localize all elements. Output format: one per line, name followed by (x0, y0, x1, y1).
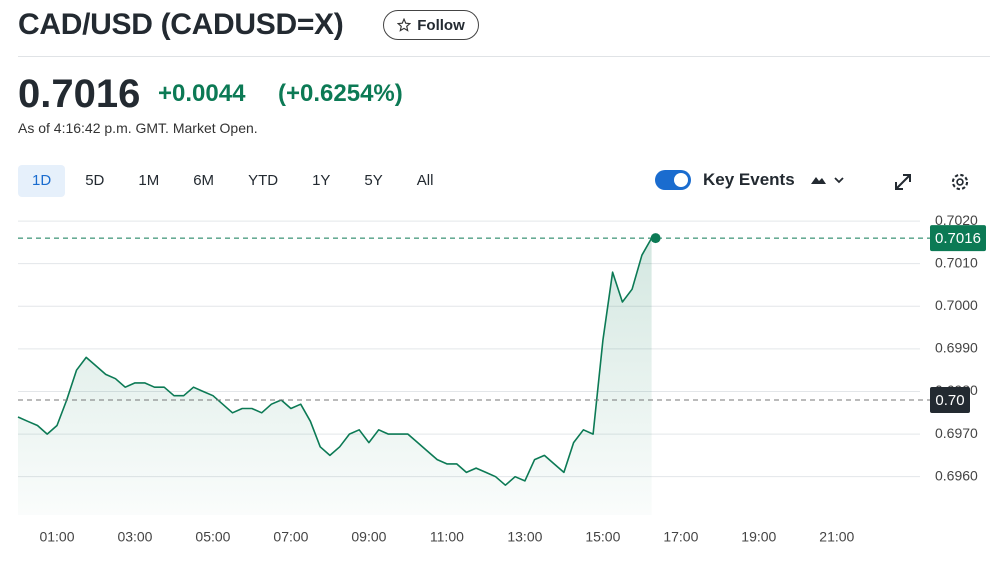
as-of: As of 4:16:42 p.m. GMT. Market Open. (18, 120, 258, 136)
y-tick-label: 0.7020 (935, 212, 978, 228)
key-events-label: Key Events (703, 170, 795, 189)
chart: 0.70200.70100.70000.69900.69800.69700.69… (17, 212, 986, 545)
range-tab[interactable]: 1M (138, 172, 160, 189)
key-events[interactable]: Key Events (655, 170, 847, 190)
title: CAD/USD (CADUSD=X) (18, 8, 344, 41)
y-tick-label: 0.7010 (935, 254, 978, 270)
range-tab[interactable]: All (416, 172, 434, 189)
x-tick-label: 05:00 (195, 529, 230, 545)
x-tick-label: 17:00 (663, 529, 698, 545)
range-tab[interactable]: 5Y (364, 172, 383, 189)
range-tab[interactable]: 6M (193, 172, 215, 189)
last-point (650, 233, 661, 244)
x-tick-label: 19:00 (741, 529, 776, 545)
star-icon (397, 18, 412, 32)
x-tick-label: 15:00 (585, 529, 620, 545)
range-tabs: 1D 5D 1M 6M YTD 1Y 5Y All (18, 165, 453, 197)
expand-icon[interactable] (893, 172, 913, 192)
current-badge (930, 225, 986, 252)
x-tick-label: 09:00 (351, 529, 386, 545)
range-tab[interactable]: 1Y (312, 172, 331, 189)
follow-label: Follow (417, 16, 465, 34)
change: +0.0044 (158, 80, 246, 107)
x-tick-label: 11:00 (430, 529, 464, 545)
x-tick-label: 07:00 (273, 529, 308, 545)
range-tab[interactable]: 1D (18, 165, 66, 197)
y-tick-label: 0.6990 (935, 340, 978, 356)
price-line (17, 237, 653, 486)
chart-type-icon[interactable] (807, 172, 847, 188)
change-percent: (+0.6254%) (278, 80, 403, 107)
follow-button[interactable]: Follow (383, 10, 479, 40)
y-tick-label: 0.6970 (935, 425, 978, 441)
current-label: 0.7016 (935, 230, 981, 247)
x-tick-label: 13:00 (507, 529, 542, 545)
x-tick-label: 01:00 (39, 529, 74, 545)
x-tick-label: 21:00 (819, 529, 854, 545)
previous-close-badge (930, 386, 970, 413)
range-tab[interactable]: YTD (248, 172, 279, 189)
area (18, 238, 652, 515)
previous-close-label: 0.70 (935, 392, 964, 409)
price: 0.7016 (18, 72, 141, 116)
x-tick-label: 03:00 (117, 529, 152, 545)
toggle[interactable] (655, 170, 691, 190)
y-tick-label: 0.7000 (935, 297, 978, 313)
y-tick-label: 0.6960 (935, 467, 978, 483)
settings-icon[interactable] (950, 172, 970, 192)
range-tab[interactable]: 5D (85, 172, 105, 189)
separator (18, 56, 990, 57)
